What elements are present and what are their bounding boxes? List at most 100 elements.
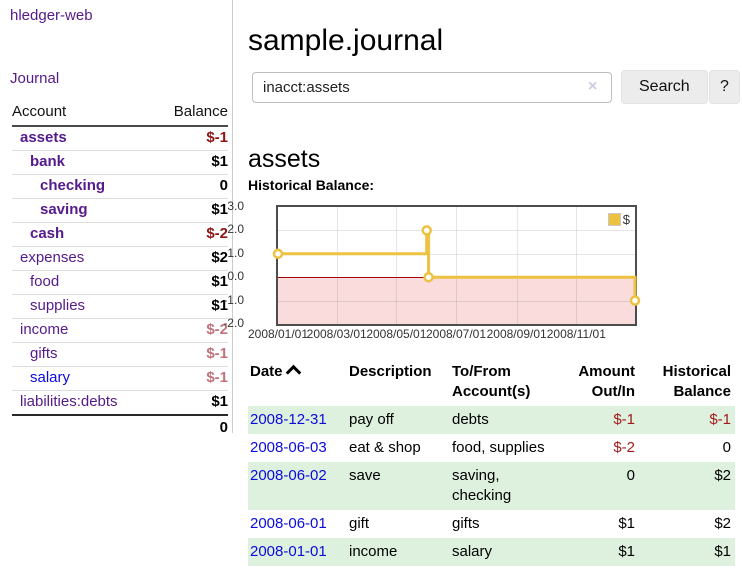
clear-search-icon[interactable]: × (588, 78, 598, 95)
transaction-description: save (349, 467, 381, 484)
transaction-description: gift (349, 515, 370, 532)
account-row: gifts $-1 (12, 343, 228, 367)
x-axis-tick-label: 2008/01/01 (247, 327, 309, 341)
accounts-rows: assets $-1 bank $1 checking 0 saving $1 cash $-2 e… (12, 127, 228, 414)
y-axis-tick-label: 0.0 (227, 269, 244, 284)
account-heading: assets (248, 144, 321, 173)
accounts-table-header: Account Balance (12, 100, 228, 127)
account-balance: $1 (211, 297, 228, 314)
account-row: salary $-1 (12, 367, 228, 391)
account-balance: $1 (211, 201, 228, 218)
x-axis-tick-label: 2008/09/01 (486, 327, 547, 341)
account-column-header: Account (12, 103, 67, 120)
sidebar-account-link[interactable]: gifts (30, 345, 58, 362)
transaction-amount: $-2 (613, 439, 635, 456)
transaction-balance: $-1 (709, 411, 731, 428)
account-balance: $1 (211, 393, 228, 410)
account-balance: $1 (211, 273, 228, 290)
search-button[interactable]: Search (621, 70, 708, 104)
chart-data-point (629, 295, 641, 306)
description-column-header: Description (349, 363, 432, 380)
transaction-date-link[interactable]: 2008-12-31 (250, 411, 327, 428)
balance-column-header: Balance (173, 103, 228, 120)
transaction-date-link[interactable]: 2008-01-01 (250, 543, 327, 560)
sidebar-account-link[interactable]: cash (30, 225, 65, 242)
account-balance: $-2 (206, 225, 228, 242)
sidebar-account-link[interactable]: bank (30, 153, 66, 170)
account-row: food $1 (12, 271, 228, 295)
sidebar-account-link[interactable]: checking (40, 177, 106, 194)
transaction-accounts: debts (452, 411, 489, 428)
transaction-row: 2008-06-01 gift gifts $1 $2 (248, 510, 735, 538)
date-column-header[interactable]: Date (248, 360, 347, 406)
sidebar-account-link[interactable]: expenses (20, 249, 85, 266)
y-axis-tick-label: -2.0 (223, 316, 244, 330)
account-row: cash $-2 (12, 223, 228, 247)
account-row: bank $1 (12, 151, 228, 175)
x-axis-tick-label: 2008/03/01 (306, 327, 367, 341)
accounts-total-value: 0 (219, 419, 228, 436)
account-balance: $2 (211, 249, 228, 266)
historical-balance-label: Historical Balance: (248, 177, 375, 193)
historical-balance-chart: $ 3.0 2.0 1.0 0.0 -1.0 -2.0 2008/01/01 2008/03/… (223, 199, 742, 341)
legend-label: $ (622, 212, 630, 227)
transaction-row: 2008-01-01 income salary $1 $1 (248, 538, 735, 566)
transaction-row: 2008-06-02 save saving, checking 0 $2 (248, 462, 735, 510)
legend-swatch-icon (607, 213, 621, 226)
transaction-accounts: food, supplies (452, 439, 545, 456)
sidebar-account-link[interactable]: supplies (30, 297, 86, 314)
sidebar-account-link[interactable]: salary (30, 369, 71, 386)
chart-plot-area: $ (272, 205, 641, 326)
sidebar-account-link[interactable]: income (20, 321, 69, 338)
search-help-button[interactable]: ? (709, 70, 740, 104)
account-balance: 0 (219, 177, 228, 194)
account-row: assets $-1 (12, 127, 228, 151)
page-title: sample.journal (248, 24, 444, 58)
transaction-amount: $-1 (613, 411, 635, 428)
transaction-row: 2008-06-03 eat & shop food, supplies $-2 0 (248, 434, 735, 462)
app-title-link[interactable]: hledger-web (10, 7, 93, 24)
account-row: supplies $1 (12, 295, 228, 319)
x-axis-tick-label: 2008/05/01 (366, 327, 427, 341)
account-row: expenses $2 (12, 247, 228, 271)
account-row: saving $1 (12, 199, 228, 223)
accounts-column-header: To/From Account(s) (452, 363, 531, 400)
transaction-accounts: salary (452, 543, 493, 560)
chart-data-point (423, 271, 434, 283)
transaction-amount: 0 (626, 467, 635, 484)
sidebar-account-link[interactable]: assets (20, 129, 67, 146)
chart-data-point (272, 248, 284, 260)
transaction-description: income (349, 543, 398, 560)
sidebar: hledger-web Journal Account Balance asse… (0, 0, 233, 436)
transaction-date-link[interactable]: 2008-06-01 (250, 515, 327, 532)
sidebar-item-journal[interactable]: Journal (10, 70, 60, 87)
transaction-row: 2008-12-31 pay off debts $-1 $-1 (248, 406, 735, 434)
transaction-balance: $2 (714, 515, 731, 532)
transaction-balance: $2 (714, 467, 731, 484)
x-axis-tick-label: 2008/07/01 (425, 327, 487, 341)
account-row: checking 0 (12, 175, 228, 199)
account-row: liabilities:debts $1 (12, 391, 228, 414)
sidebar-account-link[interactable]: saving (40, 201, 88, 218)
transaction-date-link[interactable]: 2008-06-02 (250, 467, 327, 484)
transaction-balance: $1 (714, 543, 731, 560)
y-axis-tick-label: 3.0 (227, 199, 244, 213)
main-content: sample.journal × Search ? assets Histori… (223, 0, 742, 582)
transaction-accounts: saving, checking (452, 467, 512, 504)
chart-data-point (421, 225, 432, 236)
accounts-total-row: 0 (12, 414, 228, 439)
y-axis-tick-label: 2.0 (227, 222, 244, 237)
account-balance: $-2 (206, 321, 228, 338)
account-balance: $1 (211, 153, 228, 170)
chart-legend: $ (605, 211, 632, 228)
transaction-amount: $1 (618, 543, 635, 560)
account-row: income $-2 (12, 319, 228, 343)
sidebar-account-link[interactable]: food (30, 273, 60, 290)
sort-ascending-icon (285, 364, 301, 381)
search-input[interactable] (252, 72, 612, 103)
account-balance: $-1 (206, 129, 228, 146)
sidebar-account-link[interactable]: liabilities:debts (20, 393, 118, 410)
chart-series-line (272, 225, 641, 306)
transaction-date-link[interactable]: 2008-06-03 (250, 439, 327, 456)
